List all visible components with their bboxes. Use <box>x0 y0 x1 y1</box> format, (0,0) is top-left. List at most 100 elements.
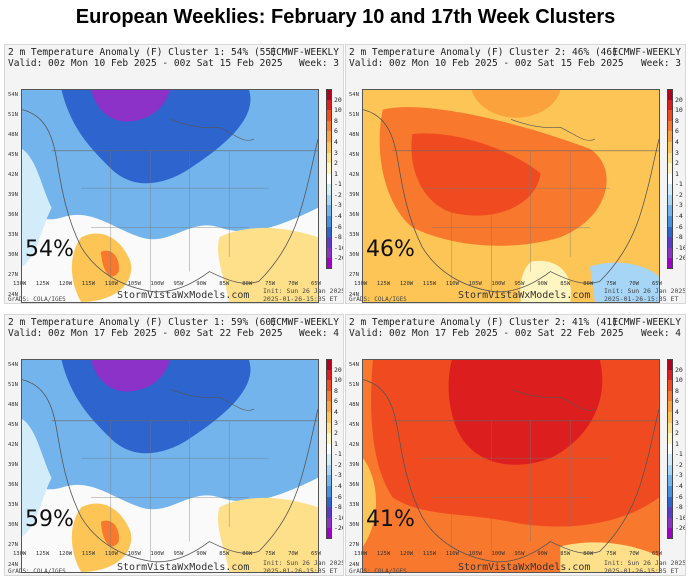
map-panel-week4-cluster1: 2 m Temperature Anomaly (F) Cluster 1: 5… <box>4 314 344 576</box>
panel-header-line1: 2 m Temperature Anomaly (F) Cluster 1: 5… <box>8 317 277 328</box>
longitude-label: 80W <box>583 551 594 557</box>
coastline <box>22 109 318 293</box>
init-line2: 2025-01-26-15:35 ET <box>604 295 679 303</box>
color-scale-swatch <box>667 359 673 371</box>
color-scale-label: 3 <box>334 148 338 157</box>
color-scale-swatch <box>667 173 673 185</box>
color-scale-swatch <box>326 216 332 228</box>
extreme-cold-anomaly-region <box>91 360 170 392</box>
extreme-warm-anomaly-region <box>411 133 541 216</box>
moderate-warm-region-north <box>471 90 561 118</box>
color-scale-label: -3 <box>334 471 342 480</box>
longitude-label: 65W <box>311 281 321 287</box>
color-scale-swatch <box>326 226 332 238</box>
color-scale-label: -1 <box>675 180 683 189</box>
state-lines <box>422 420 610 562</box>
color-scale-label: 6 <box>675 127 679 136</box>
color-scale-swatch <box>667 411 673 424</box>
color-scale-swatch <box>667 152 673 164</box>
cluster-percent: 41% <box>366 507 415 532</box>
color-scale-swatch <box>667 380 673 392</box>
color-scale-label: 1 <box>334 439 338 448</box>
panel-week-label: Week: 3 <box>640 58 681 69</box>
map-panel-week3-cluster2: 2 m Temperature Anomaly (F) Cluster 2: 4… <box>345 44 686 304</box>
longitude-label: 70W <box>629 551 639 557</box>
latitude-label: 48N <box>349 402 359 408</box>
init-line1: Init: Sun 26 Jan 2025 <box>604 559 686 567</box>
latitude-label: 45N <box>349 422 359 428</box>
color-scale-swatch <box>667 226 673 238</box>
mild-warm-region-gulf <box>520 260 571 302</box>
site-credit: StormVistaWxModels.com <box>117 290 250 301</box>
init-time: Init: Sun 26 Jan 2025 2025-01-26-15:35 ET <box>604 287 686 303</box>
color-scale-swatch <box>667 443 673 455</box>
latitude-label: 51N <box>8 112 18 118</box>
color-scale-label: 10 <box>334 106 342 115</box>
panel-model-label: ECMWF-WEEKLY <box>270 317 339 328</box>
color-scale-swatch <box>326 380 332 392</box>
color-scale-swatch <box>326 464 332 476</box>
color-scale: 20 108 64 3 21 -1-2 -3 -4-6 -8-10 -20 <box>326 89 343 270</box>
longitude-label: 105W <box>127 281 141 287</box>
warm-anomaly-region-southwest <box>71 233 132 302</box>
latitude-label: 54N <box>8 362 18 368</box>
color-scale-swatch <box>667 486 673 498</box>
longitude-label: 120W <box>58 551 73 557</box>
color-scale-swatch <box>326 205 332 217</box>
color-scale-swatch <box>326 99 332 111</box>
map-svg <box>363 360 659 572</box>
grads-credit: GrADS: COLA/IGES <box>349 568 407 575</box>
longitude-label: 120W <box>399 551 414 557</box>
color-scale-label: 4 <box>334 407 338 416</box>
color-scale-swatch <box>667 205 673 217</box>
color-scale-label: 20 <box>334 365 342 374</box>
longitude-label: 95W <box>173 551 184 557</box>
color-scale-label: -8 <box>675 233 683 242</box>
panel-header-line2: Valid: 00z Mon 10 Feb 2025 - 00z Sat 15 … <box>8 58 283 69</box>
color-scale-swatch <box>667 120 673 132</box>
latitude-label: 51N <box>349 382 359 388</box>
longitude-label: 110W <box>445 551 459 557</box>
longitude-label: 95W <box>173 281 184 287</box>
color-scale-swatch <box>667 237 673 249</box>
color-scale-label: 3 <box>334 418 338 427</box>
color-scale-label: 8 <box>334 116 338 125</box>
latitude-label: 42N <box>8 442 18 448</box>
color-scale-swatch <box>326 110 332 122</box>
latitude-label: 33N <box>349 502 359 508</box>
color-scale-swatch <box>326 194 332 206</box>
latitude-label: 54N <box>349 362 359 368</box>
longitude-label: 130W <box>13 281 27 287</box>
color-scale-label: 3 <box>675 418 679 427</box>
longitude-label: 115W <box>81 551 96 557</box>
color-scale-swatch <box>326 517 332 529</box>
mild-warm-region-southeast <box>560 542 659 572</box>
color-scale-swatch <box>326 359 332 371</box>
init-time: Init: Sun 26 Jan 2025 2025-01-26-15:35 ET <box>263 559 343 575</box>
color-scale-swatch <box>667 496 673 508</box>
color-scale-label: 10 <box>675 376 683 385</box>
site-credit: StormVistaWxModels.com <box>458 562 591 573</box>
color-scale-label: 1 <box>675 169 679 178</box>
coastline <box>363 109 659 293</box>
color-scale-label: 8 <box>675 386 679 395</box>
color-scale-label: -10 <box>675 513 686 522</box>
color-scale-label: -8 <box>334 503 342 512</box>
color-scale-label: -2 <box>675 460 683 469</box>
longitude-label: 105W <box>468 551 482 557</box>
longitude-label: 65W <box>652 281 662 287</box>
color-scale-label: -10 <box>334 243 343 252</box>
color-scale-label: -10 <box>675 243 686 252</box>
longitude-label: 115W <box>81 281 96 287</box>
panel-model-label: ECMWF-WEEKLY <box>612 47 681 58</box>
map-svg <box>22 90 318 302</box>
state-lines <box>81 150 269 292</box>
init-line1: Init: Sun 26 Jan 2025 <box>604 287 686 295</box>
color-scale-label: 6 <box>334 397 338 406</box>
latitude-label: 27N <box>349 272 359 278</box>
longitude-label: 115W <box>422 281 437 287</box>
color-scale-swatch <box>667 517 673 529</box>
color-scale-swatch <box>326 173 332 185</box>
color-scale-swatch <box>326 496 332 508</box>
color-scale-swatch <box>667 464 673 476</box>
